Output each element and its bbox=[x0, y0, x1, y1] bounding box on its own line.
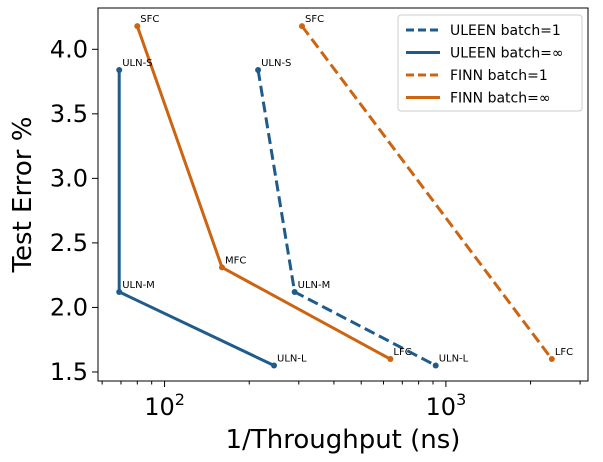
x-tick-label: 102 bbox=[144, 390, 185, 421]
x-axis: 102 103 bbox=[101, 381, 581, 421]
y-tick-label: 2.0 bbox=[50, 293, 88, 321]
point-label: LFC bbox=[393, 347, 411, 358]
data-point bbox=[116, 66, 123, 73]
point-label: ULN-M bbox=[122, 280, 155, 291]
legend-entry: FINN batch=∞ bbox=[450, 91, 551, 107]
y-tick-label: 4.0 bbox=[50, 35, 88, 63]
point-label: ULN-M bbox=[298, 280, 331, 291]
data-point bbox=[255, 66, 262, 73]
legend-entry: FINN batch=1 bbox=[450, 68, 548, 84]
y-tick-label: 3.0 bbox=[50, 164, 88, 192]
point-label: LFC bbox=[555, 347, 573, 358]
series-line bbox=[117, 70, 275, 367]
point-label: ULN-S bbox=[122, 58, 152, 69]
data-point bbox=[116, 288, 123, 295]
y-tick-label: 3.5 bbox=[50, 100, 88, 128]
y-tick-label: 2.5 bbox=[50, 229, 88, 257]
point-label: MFC bbox=[225, 255, 246, 266]
point-label: ULN-L bbox=[439, 354, 469, 365]
legend-entry: ULEEN batch=∞ bbox=[450, 46, 564, 62]
series-line bbox=[135, 25, 392, 361]
plot-points bbox=[116, 23, 555, 369]
plot-frame bbox=[97, 7, 589, 382]
point-label: SFC bbox=[140, 14, 159, 25]
y-tick-label: 1.5 bbox=[50, 358, 88, 386]
x-axis-title: 1/Throughput (ns) bbox=[226, 425, 461, 455]
series-line bbox=[300, 25, 553, 361]
point-label: ULN-S bbox=[261, 58, 291, 69]
legend-entry: ULEEN batch=1 bbox=[450, 23, 561, 39]
data-point bbox=[271, 362, 278, 369]
y-axis-title: Test Error % bbox=[8, 117, 38, 274]
point-label: ULN-L bbox=[277, 354, 307, 365]
series-line bbox=[256, 69, 437, 367]
point-label: SFC bbox=[305, 14, 324, 25]
point-labels: ULN-S ULN-M ULN-L ULN-S ULN-M ULN-L SFC LFC SFC M… bbox=[122, 14, 573, 364]
x-tick-label: 103 bbox=[426, 390, 467, 421]
data-point bbox=[291, 288, 298, 295]
data-point bbox=[298, 23, 305, 30]
data-point bbox=[134, 23, 141, 30]
data-point bbox=[218, 264, 225, 271]
y-axis: 1.5 2.0 2.5 3.0 3.5 4.0 bbox=[50, 35, 98, 386]
data-point bbox=[387, 356, 394, 363]
data-point bbox=[548, 356, 555, 363]
legend-box bbox=[397, 14, 583, 112]
data-point bbox=[432, 362, 439, 369]
legend: ULEEN batch=1 ULEEN batch=∞ FINN batch=1 FI… bbox=[397, 14, 583, 112]
